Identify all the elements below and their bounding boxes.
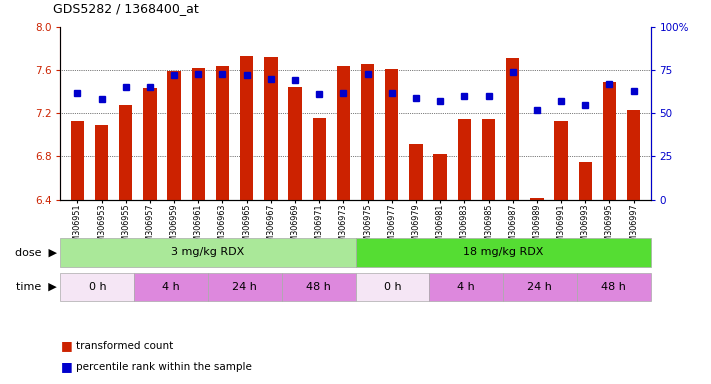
Bar [429,273,503,301]
Text: GDS5282 / 1368400_at: GDS5282 / 1368400_at [53,2,199,15]
Text: percentile rank within the sample: percentile rank within the sample [76,362,252,372]
Bar [506,58,519,200]
Bar [60,273,134,301]
Bar [192,68,205,200]
Text: ■: ■ [60,339,73,352]
Text: 0 h: 0 h [383,282,401,292]
Bar [144,88,156,200]
Text: 24 h: 24 h [528,282,552,292]
Text: 48 h: 48 h [306,282,331,292]
Bar [503,273,577,301]
Bar [289,87,301,200]
Bar [240,56,253,200]
Bar [313,118,326,200]
Bar [356,273,429,301]
Bar [555,121,567,200]
Text: 18 mg/kg RDX: 18 mg/kg RDX [463,247,543,258]
Bar [134,273,208,301]
Bar [119,104,132,200]
Bar [603,82,616,200]
Bar [458,119,471,200]
Bar [168,71,181,200]
Bar [337,66,350,200]
Bar [577,273,651,301]
Bar [482,119,495,200]
Bar [60,238,356,267]
Bar [70,121,84,200]
Bar [410,144,422,200]
Bar [282,273,356,301]
Bar [627,110,641,200]
Text: 0 h: 0 h [88,282,106,292]
Text: 24 h: 24 h [232,282,257,292]
Bar [216,66,229,200]
Text: dose  ▶: dose ▶ [15,247,57,258]
Text: 3 mg/kg RDX: 3 mg/kg RDX [171,247,245,258]
Bar [385,69,398,200]
Text: 48 h: 48 h [602,282,626,292]
Bar [264,57,277,200]
Text: transformed count: transformed count [76,341,173,351]
Bar [95,125,108,200]
Text: time  ▶: time ▶ [16,282,57,292]
Bar [530,197,543,200]
Bar [208,273,282,301]
Text: 4 h: 4 h [457,282,475,292]
Text: ■: ■ [60,360,73,373]
Bar [579,162,592,200]
Text: 4 h: 4 h [162,282,180,292]
Bar [361,64,374,200]
Bar [356,238,651,267]
Bar [434,154,447,200]
